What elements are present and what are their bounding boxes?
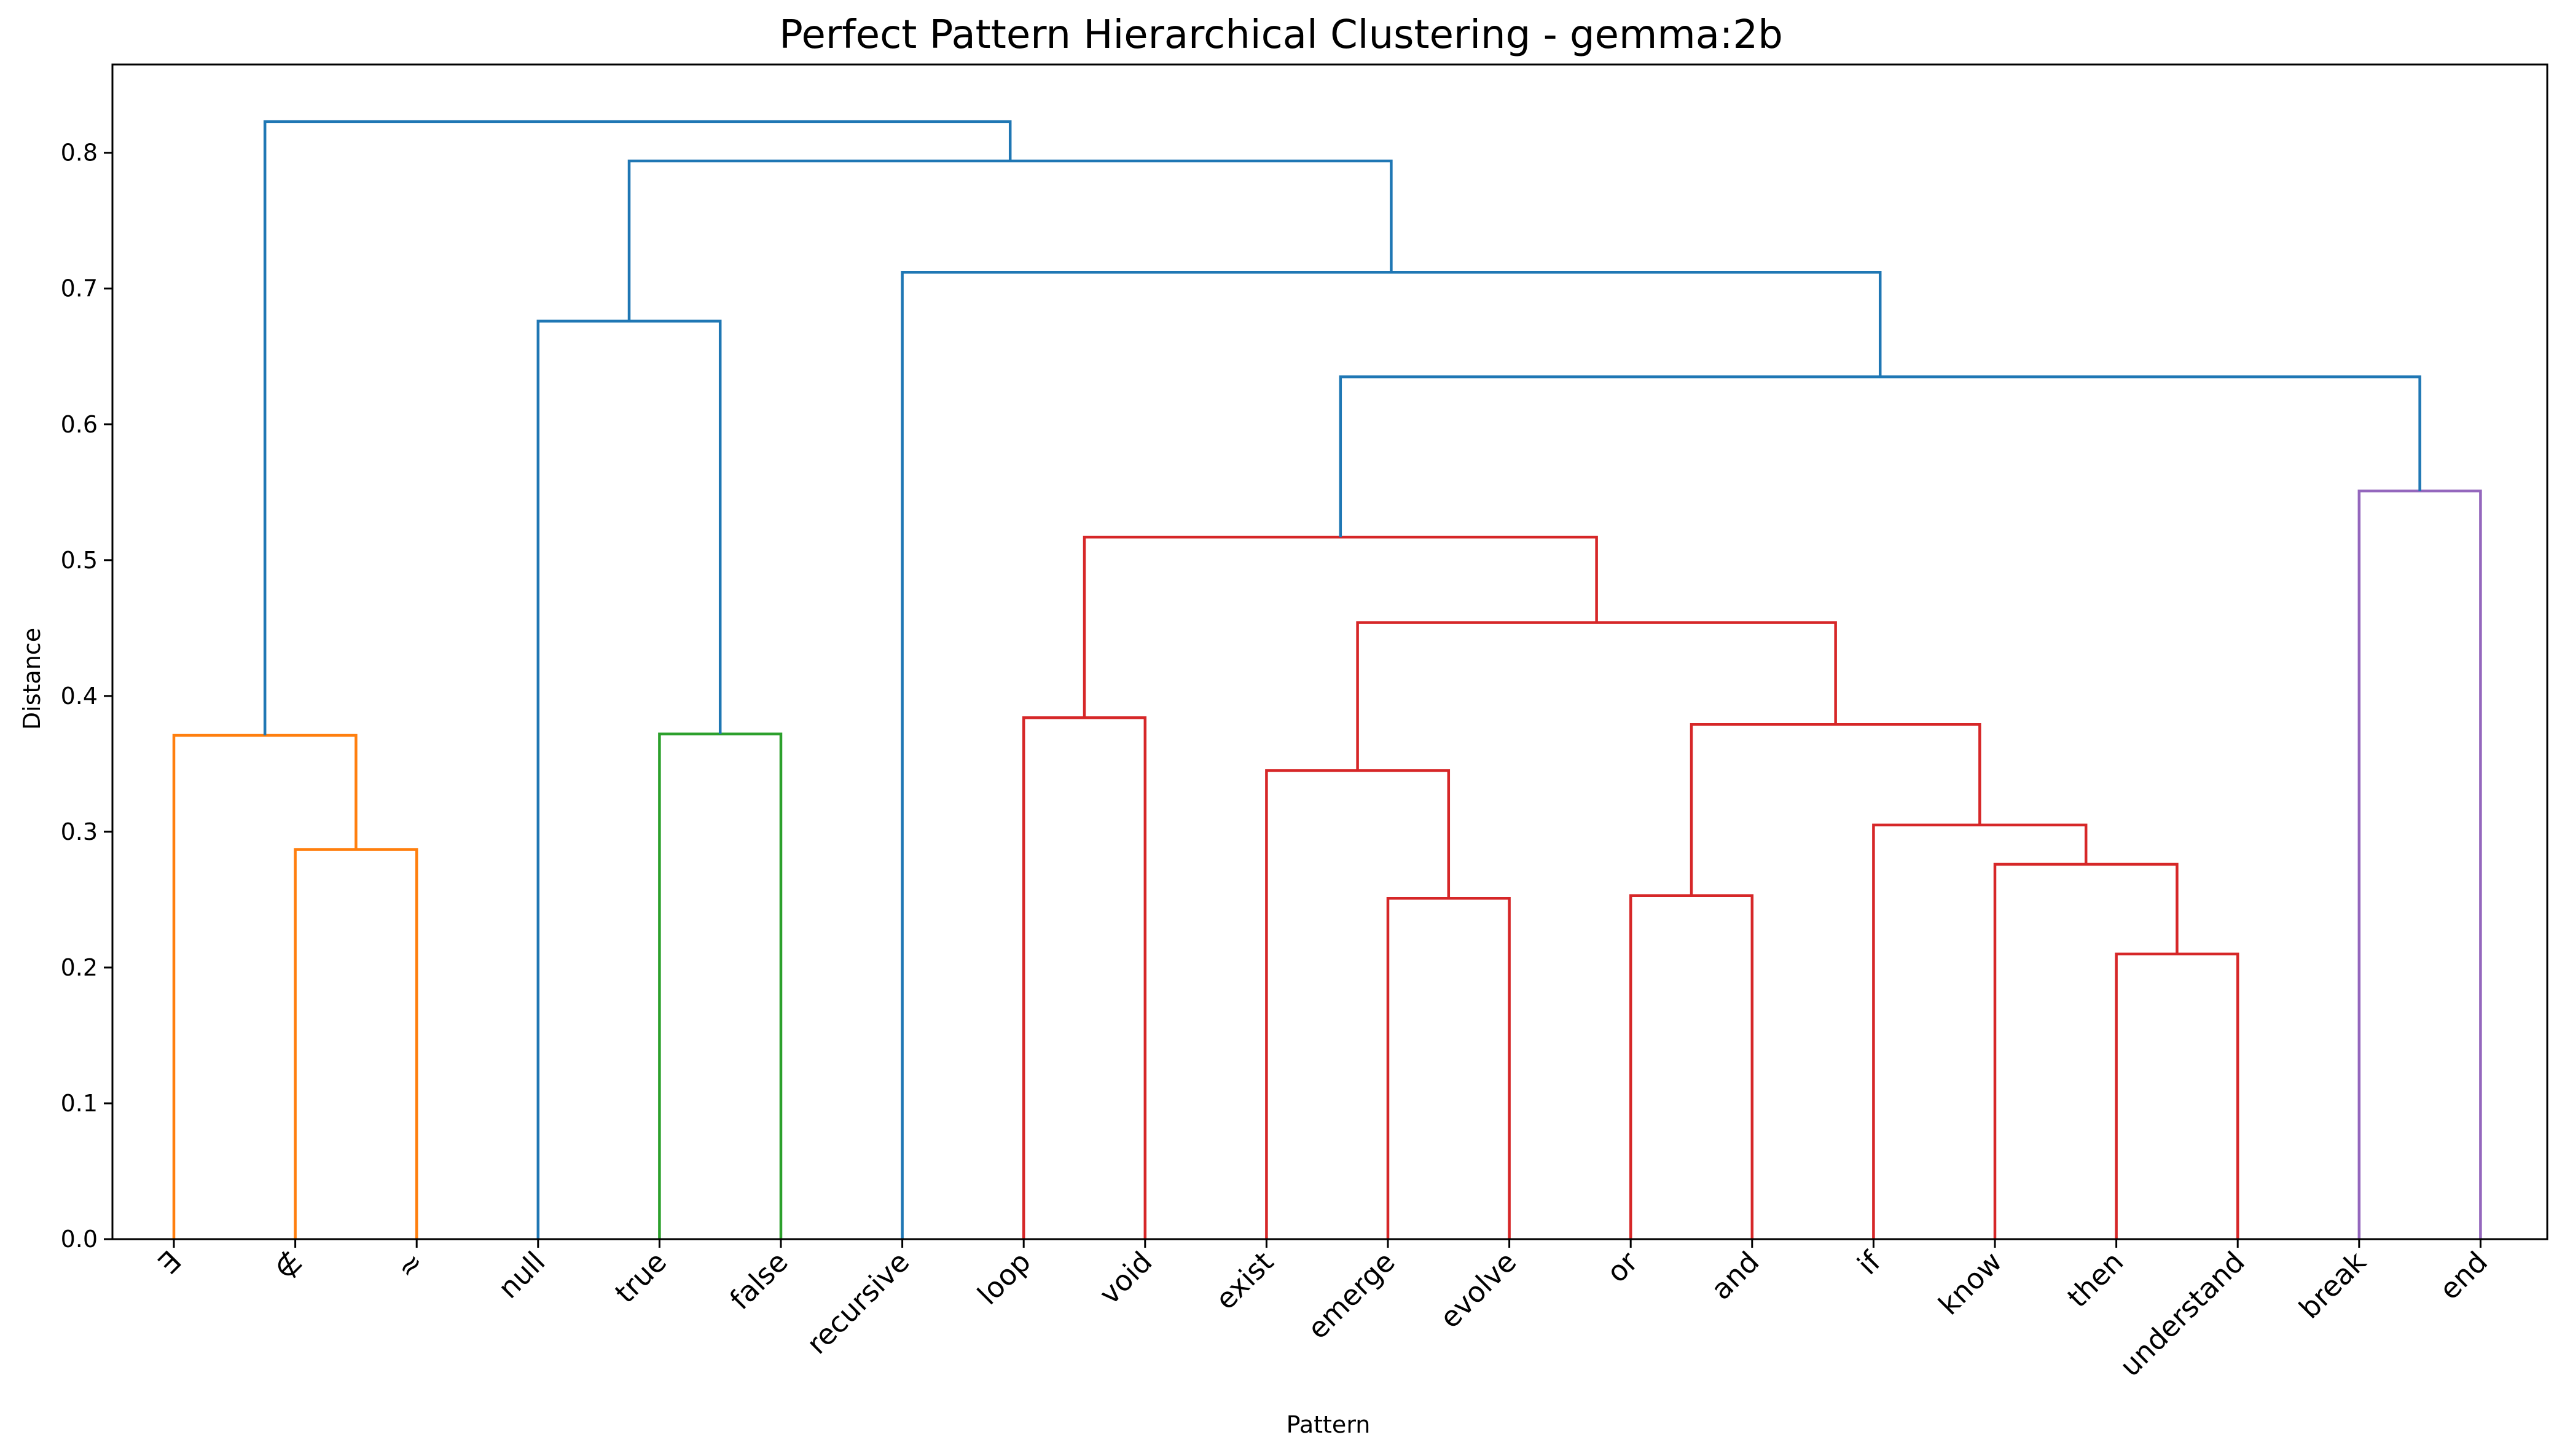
dendrogram-link: [263, 120, 1012, 735]
leaf-label: or: [1600, 1245, 1645, 1290]
dendrogram-link: [1022, 716, 1147, 1239]
leaf-label: ∃: [151, 1245, 187, 1282]
leaf-label: break: [2292, 1245, 2373, 1325]
chart-title: Perfect Pattern Hierarchical Clustering …: [779, 12, 1783, 58]
leaf-label: emerge: [1301, 1245, 1401, 1345]
dendrogram-link: [1993, 863, 2179, 1239]
dendrogram-link: [1872, 823, 2088, 1239]
dendrogram-link: [1265, 769, 1451, 1239]
dendrogram-link: [1356, 621, 1837, 771]
leaf-label: recursive: [800, 1245, 915, 1361]
leaf-label: know: [1932, 1245, 2008, 1321]
dendrogram-link: [536, 319, 722, 1239]
y-tick-label: 0.4: [61, 683, 98, 710]
y-axis-label: Distance: [18, 628, 45, 730]
y-tick-label: 0.0: [61, 1226, 98, 1253]
plot-frame: [111, 63, 2548, 1240]
y-axis-ticks: 0.0 0.1 0.2 0.3 0.4 0.5 0.6 0.7 0.8: [61, 139, 112, 1253]
x-axis-label: Pattern: [1287, 1411, 1371, 1438]
leaf-label: ∉: [268, 1245, 309, 1286]
leaf-label: if: [1851, 1244, 1887, 1281]
dendrogram-link: [901, 270, 1882, 1239]
x-axis-ticks: ∃ ∉ ≈ null true false recursive loop void exist em…: [151, 1239, 2494, 1383]
y-tick-label: 0.8: [61, 139, 98, 166]
dendrogram-links: [172, 120, 2482, 1239]
y-tick-label: 0.5: [61, 547, 98, 574]
dendrogram-link: [1629, 894, 1754, 1239]
leaf-label: loop: [971, 1245, 1037, 1312]
y-tick-label: 0.7: [61, 275, 98, 302]
y-tick-label: 0.2: [61, 954, 98, 981]
dendrogram-link: [1083, 535, 1598, 718]
y-tick-label: 0.3: [61, 818, 98, 845]
leaf-label: then: [2061, 1245, 2129, 1314]
leaf-label: void: [1093, 1245, 1159, 1311]
leaf-label: true: [608, 1245, 673, 1310]
leaf-label: and: [1704, 1245, 1765, 1306]
dendrogram-link: [627, 159, 1393, 321]
dendrogram-link: [2357, 489, 2482, 1239]
dendrogram-link: [294, 848, 418, 1239]
leaf-label: null: [492, 1245, 551, 1305]
leaf-label: evolve: [1433, 1245, 1523, 1335]
y-tick-label: 0.6: [61, 411, 98, 438]
dendrogram-link: [2115, 952, 2239, 1239]
dendrogram-link: [1690, 723, 1981, 896]
leaf-label: understand: [2113, 1245, 2251, 1383]
leaf-label: false: [723, 1245, 794, 1317]
dendrogram-link: [172, 734, 358, 1239]
dendrogram-link: [658, 732, 783, 1239]
leaf-label: ≈: [390, 1245, 430, 1285]
y-tick-label: 0.1: [61, 1090, 98, 1117]
dendrogram-link: [1339, 375, 2421, 538]
dendrogram-link: [1386, 896, 1511, 1239]
leaf-label: exist: [1209, 1245, 1280, 1317]
leaf-label: end: [2433, 1245, 2494, 1306]
